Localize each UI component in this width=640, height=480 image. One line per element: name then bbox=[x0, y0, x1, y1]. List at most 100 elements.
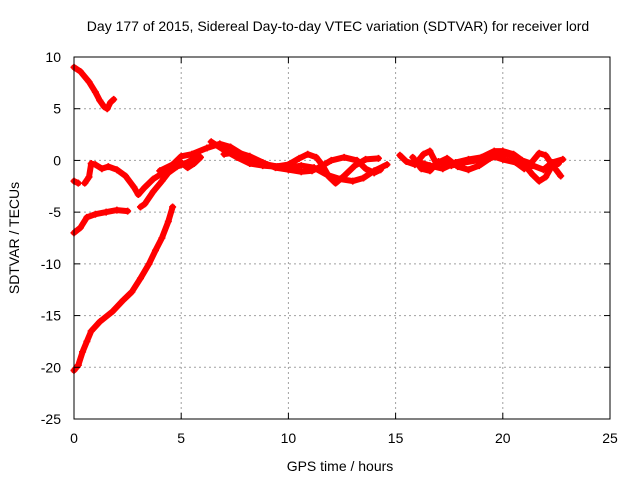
data-point bbox=[136, 203, 144, 211]
data-point bbox=[96, 96, 104, 104]
data-point bbox=[158, 234, 166, 242]
data-point bbox=[295, 154, 303, 162]
data-point bbox=[439, 165, 447, 173]
data-point bbox=[272, 164, 280, 172]
data-point bbox=[145, 260, 153, 268]
data-point bbox=[149, 187, 157, 195]
data-point bbox=[332, 179, 340, 187]
data-point bbox=[340, 172, 348, 180]
data-point bbox=[447, 162, 455, 170]
data-point bbox=[203, 144, 211, 152]
data-point bbox=[426, 147, 434, 155]
data-point bbox=[188, 150, 196, 158]
data-point bbox=[110, 95, 118, 103]
data-point bbox=[284, 166, 292, 174]
data-point bbox=[96, 318, 104, 326]
data-point bbox=[103, 105, 111, 113]
data-point bbox=[383, 161, 391, 169]
data-point bbox=[181, 160, 189, 168]
data-point bbox=[246, 160, 254, 168]
data-point bbox=[417, 165, 425, 173]
data-point bbox=[443, 154, 451, 162]
data-point bbox=[104, 163, 112, 171]
series-arc-l bbox=[409, 151, 567, 175]
series-arc-d bbox=[70, 206, 132, 237]
data-point bbox=[317, 163, 325, 171]
data-point bbox=[419, 150, 427, 158]
y-tick-label: -10 bbox=[41, 256, 61, 272]
data-point bbox=[374, 154, 382, 162]
data-point bbox=[353, 156, 361, 164]
data-point bbox=[557, 172, 565, 180]
data-point bbox=[85, 78, 93, 86]
data-point bbox=[304, 150, 312, 158]
data-point bbox=[121, 172, 129, 180]
data-point bbox=[164, 169, 172, 177]
data-point bbox=[426, 167, 434, 175]
data-point bbox=[91, 161, 99, 169]
data-point bbox=[227, 143, 235, 151]
data-point bbox=[434, 157, 442, 165]
data-point bbox=[460, 158, 468, 166]
data-point bbox=[164, 217, 172, 225]
y-tick-label: -15 bbox=[41, 308, 61, 324]
data-point bbox=[151, 246, 159, 254]
data-point bbox=[542, 151, 550, 159]
y-tick-label: 10 bbox=[45, 49, 61, 65]
data-point bbox=[349, 177, 357, 185]
data-point bbox=[464, 166, 472, 174]
data-point bbox=[74, 179, 82, 187]
y-tick-label: -20 bbox=[41, 359, 61, 375]
data-point bbox=[362, 155, 370, 163]
data-point bbox=[529, 171, 537, 179]
data-point bbox=[220, 150, 228, 158]
y-tick-label: 5 bbox=[53, 101, 61, 117]
data-point bbox=[76, 224, 84, 232]
data-point bbox=[136, 274, 144, 282]
data-point bbox=[169, 161, 177, 169]
data-point bbox=[396, 151, 404, 159]
data-point bbox=[325, 173, 333, 181]
data-point bbox=[156, 167, 164, 175]
data-point bbox=[141, 183, 149, 191]
data-point bbox=[113, 206, 121, 214]
data-point bbox=[499, 147, 507, 155]
data-point bbox=[340, 153, 348, 161]
data-point bbox=[98, 165, 106, 173]
data-point bbox=[134, 191, 142, 199]
data-point bbox=[499, 155, 507, 163]
x-tick-label: 0 bbox=[70, 430, 78, 446]
data-point bbox=[518, 156, 526, 164]
data-point bbox=[87, 160, 95, 168]
data-point bbox=[158, 177, 166, 185]
data-point bbox=[259, 158, 267, 166]
data-point bbox=[169, 203, 177, 211]
y-axis-label: SDTVAR / TECUs bbox=[6, 182, 22, 294]
series-line bbox=[71, 207, 131, 236]
series-arc-b bbox=[70, 177, 82, 187]
data-point bbox=[130, 183, 138, 191]
data-point bbox=[362, 165, 370, 173]
data-point bbox=[76, 67, 84, 75]
x-tick-label: 5 bbox=[177, 430, 185, 446]
data-point bbox=[520, 165, 528, 173]
chart-title: Day 177 of 2015, Sidereal Day-to-day VTE… bbox=[87, 18, 589, 34]
data-point bbox=[81, 179, 89, 187]
y-tick-label: -25 bbox=[41, 411, 61, 427]
data-point bbox=[297, 162, 305, 170]
data-point bbox=[535, 177, 543, 185]
data-point bbox=[91, 88, 99, 96]
y-tick-label: 0 bbox=[53, 152, 61, 168]
data-point bbox=[233, 148, 241, 156]
x-tick-label: 15 bbox=[388, 430, 404, 446]
data-point bbox=[246, 152, 254, 160]
data-point bbox=[91, 210, 99, 218]
data-point bbox=[327, 156, 335, 164]
data-point bbox=[512, 158, 520, 166]
x-axis-label: GPS time / hours bbox=[287, 458, 394, 474]
data-point bbox=[475, 162, 483, 170]
data-point bbox=[83, 337, 91, 345]
data-point bbox=[85, 173, 93, 181]
data-point bbox=[79, 348, 87, 356]
